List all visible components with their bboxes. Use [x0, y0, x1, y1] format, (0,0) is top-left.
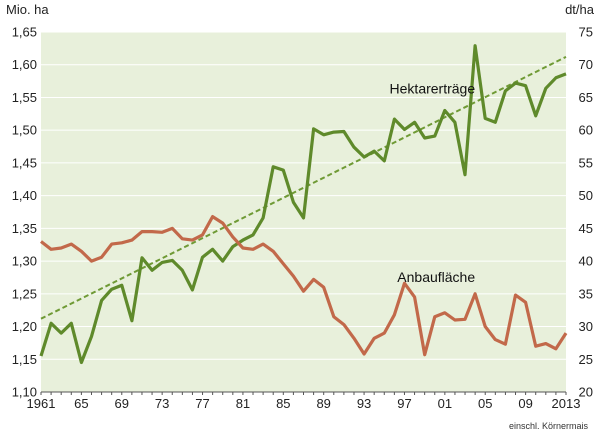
x-tick-label: 01 [438, 396, 452, 411]
left-tick-label: 1,40 [12, 188, 37, 203]
x-axis-ticks: 1961 65 69 73 77 81 85 89 93 97 01 05 09 2013 [27, 391, 581, 411]
x-tick-label: 85 [276, 396, 290, 411]
right-tick-label: 35 [579, 286, 593, 301]
left-tick-label: 1,35 [12, 221, 37, 236]
right-tick-label: 75 [579, 25, 593, 40]
x-tick-label: 09 [518, 396, 532, 411]
right-tick-label: 20 [579, 385, 593, 400]
x-tick-label: 05 [478, 396, 492, 411]
annotation-anbauflaeche: Anbaufläche [397, 269, 475, 285]
x-tick-label: 77 [195, 396, 209, 411]
series-line-anbauflaeche [40, 215, 568, 357]
left-axis-unit: Mio. ha [6, 2, 49, 17]
right-axis-ticks: 20 25 30 35 40 45 50 55 60 65 70 75 [579, 25, 593, 400]
footnote: einschl. Körnermais [509, 421, 589, 431]
trend-line [40, 55, 567, 320]
left-tick-label: 1,50 [12, 123, 37, 138]
right-tick-label: 25 [579, 352, 593, 367]
x-tick-label: 81 [236, 396, 250, 411]
right-tick-label: 55 [579, 155, 593, 170]
x-tick-label: 73 [155, 396, 169, 411]
x-tick-label: 1961 [27, 396, 56, 411]
left-tick-label: 1,15 [12, 352, 37, 367]
right-tick-label: 70 [579, 57, 593, 72]
series-lines [39, 44, 568, 365]
x-tick-label: 89 [316, 396, 330, 411]
left-tick-label: 1,60 [12, 57, 37, 72]
x-tick-label: 97 [397, 396, 411, 411]
left-tick-label: 1,65 [12, 25, 37, 40]
right-tick-label: 40 [579, 254, 593, 269]
left-tick-label: 1,20 [12, 319, 37, 334]
right-tick-label: 50 [579, 188, 593, 203]
left-tick-label: 1,55 [12, 90, 37, 105]
left-tick-label: 1,30 [12, 254, 37, 269]
right-axis-unit: dt/ha [565, 2, 595, 17]
x-tick-label: 65 [74, 396, 88, 411]
series-line-hektarertraege [39, 44, 567, 365]
x-tick-label: 93 [357, 396, 371, 411]
x-tick-label: 2013 [552, 396, 581, 411]
x-tick-label: 69 [115, 396, 129, 411]
right-tick-label: 65 [579, 90, 593, 105]
right-tick-label: 45 [579, 221, 593, 236]
left-tick-label: 1,45 [12, 155, 37, 170]
annotation-hektarertraege: Hektarerträge [390, 81, 476, 97]
right-tick-label: 30 [579, 319, 593, 334]
left-axis-ticks: 1,10 1,15 1,20 1,25 1,30 1,35 1,40 1,45 1,50 1,55… [12, 25, 37, 400]
right-tick-label: 60 [579, 123, 593, 138]
left-tick-label: 1,25 [12, 286, 37, 301]
left-tick-label: 1,10 [12, 385, 37, 400]
